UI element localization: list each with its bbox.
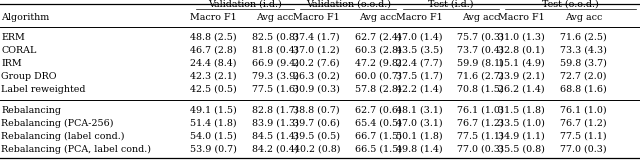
Text: IRM: IRM bbox=[1, 59, 22, 67]
Text: Macro F1: Macro F1 bbox=[294, 13, 340, 22]
Text: 37.4 (1.7): 37.4 (1.7) bbox=[294, 33, 340, 42]
Text: 76.7 (1.2): 76.7 (1.2) bbox=[458, 119, 504, 128]
Text: 77.5 (1.1): 77.5 (1.1) bbox=[458, 132, 504, 141]
Text: 48.8 (2.5): 48.8 (2.5) bbox=[190, 33, 236, 42]
Text: 49.1 (1.5): 49.1 (1.5) bbox=[189, 106, 237, 115]
Text: 42.2 (1.4): 42.2 (1.4) bbox=[396, 85, 442, 94]
Text: 46.7 (2.8): 46.7 (2.8) bbox=[190, 45, 236, 55]
Text: 22.4 (7.7): 22.4 (7.7) bbox=[396, 59, 442, 67]
Text: Macro F1: Macro F1 bbox=[499, 13, 545, 22]
Text: Group DRO: Group DRO bbox=[1, 72, 57, 81]
Text: 76.7 (1.2): 76.7 (1.2) bbox=[561, 119, 607, 128]
Text: 59.9 (8.1): 59.9 (8.1) bbox=[457, 59, 504, 67]
Text: Avg acc: Avg acc bbox=[565, 13, 602, 22]
Text: 84.5 (1.4): 84.5 (1.4) bbox=[252, 132, 298, 141]
Text: 73.3 (4.3): 73.3 (4.3) bbox=[560, 45, 607, 55]
Text: Rebalancing: Rebalancing bbox=[1, 106, 61, 115]
Text: Avg acc: Avg acc bbox=[462, 13, 499, 22]
Text: 32.8 (0.1): 32.8 (0.1) bbox=[499, 45, 545, 55]
Text: Rebalancing (PCA, label cond.): Rebalancing (PCA, label cond.) bbox=[1, 144, 151, 154]
Text: 71.6 (2.7): 71.6 (2.7) bbox=[458, 72, 504, 81]
Text: 60.0 (0.7): 60.0 (0.7) bbox=[355, 72, 401, 81]
Text: 34.9 (1.1): 34.9 (1.1) bbox=[498, 132, 545, 141]
Text: Validation (i.d.): Validation (i.d.) bbox=[208, 0, 282, 9]
Text: Algorithm: Algorithm bbox=[1, 13, 49, 22]
Text: 20.2 (7.6): 20.2 (7.6) bbox=[294, 59, 340, 67]
Text: 62.7 (2.4): 62.7 (2.4) bbox=[355, 33, 401, 42]
Text: 76.1 (1.0): 76.1 (1.0) bbox=[561, 106, 607, 115]
Text: 42.5 (0.5): 42.5 (0.5) bbox=[189, 85, 237, 94]
Text: 43.5 (3.5): 43.5 (3.5) bbox=[396, 45, 443, 55]
Text: 66.9 (9.4): 66.9 (9.4) bbox=[252, 59, 299, 67]
Text: 47.2 (9.8): 47.2 (9.8) bbox=[355, 59, 401, 67]
Text: 39.7 (0.6): 39.7 (0.6) bbox=[293, 119, 340, 128]
Text: ERM: ERM bbox=[1, 33, 25, 42]
Text: 62.7 (0.6): 62.7 (0.6) bbox=[355, 106, 402, 115]
Text: Test (i.d.): Test (i.d.) bbox=[428, 0, 474, 9]
Text: 26.2 (1.4): 26.2 (1.4) bbox=[499, 85, 545, 94]
Text: 82.5 (0.8): 82.5 (0.8) bbox=[252, 33, 298, 42]
Text: 60.3 (2.8): 60.3 (2.8) bbox=[355, 45, 402, 55]
Text: 50.1 (1.8): 50.1 (1.8) bbox=[396, 132, 442, 141]
Text: 51.4 (1.8): 51.4 (1.8) bbox=[190, 119, 236, 128]
Text: Rebalancing (label cond.): Rebalancing (label cond.) bbox=[1, 132, 125, 141]
Text: 37.0 (1.2): 37.0 (1.2) bbox=[294, 45, 340, 55]
Text: 72.7 (2.0): 72.7 (2.0) bbox=[561, 72, 607, 81]
Text: Label reweighted: Label reweighted bbox=[1, 85, 86, 94]
Text: 48.1 (3.1): 48.1 (3.1) bbox=[396, 106, 442, 115]
Text: 53.9 (0.7): 53.9 (0.7) bbox=[189, 145, 237, 154]
Text: 81.8 (0.4): 81.8 (0.4) bbox=[252, 45, 298, 55]
Text: 66.5 (1.5): 66.5 (1.5) bbox=[355, 145, 402, 154]
Text: Rebalancing (PCA-256): Rebalancing (PCA-256) bbox=[1, 119, 114, 128]
Text: 31.5 (1.8): 31.5 (1.8) bbox=[498, 106, 545, 115]
Text: Macro F1: Macro F1 bbox=[396, 13, 442, 22]
Text: 47.0 (3.1): 47.0 (3.1) bbox=[396, 119, 442, 128]
Text: 39.5 (0.5): 39.5 (0.5) bbox=[293, 132, 340, 141]
Text: Validation (o.o.d.): Validation (o.o.d.) bbox=[306, 0, 390, 9]
Text: 75.7 (0.3): 75.7 (0.3) bbox=[457, 33, 504, 42]
Text: 82.8 (1.7): 82.8 (1.7) bbox=[252, 106, 298, 115]
Text: 73.7 (0.4): 73.7 (0.4) bbox=[458, 45, 504, 55]
Text: 83.9 (1.3): 83.9 (1.3) bbox=[252, 119, 299, 128]
Text: CORAL: CORAL bbox=[1, 45, 36, 55]
Text: 38.8 (0.7): 38.8 (0.7) bbox=[294, 106, 340, 115]
Text: Macro F1: Macro F1 bbox=[190, 13, 236, 22]
Text: Test (o.o.d.): Test (o.o.d.) bbox=[542, 0, 598, 9]
Text: 26.3 (0.2): 26.3 (0.2) bbox=[293, 72, 340, 81]
Text: 37.5 (1.7): 37.5 (1.7) bbox=[396, 72, 443, 81]
Text: 77.0 (0.3): 77.0 (0.3) bbox=[458, 145, 504, 154]
Text: 24.4 (8.4): 24.4 (8.4) bbox=[190, 59, 236, 67]
Text: 70.8 (1.5): 70.8 (1.5) bbox=[458, 85, 504, 94]
Text: 31.0 (1.3): 31.0 (1.3) bbox=[498, 33, 545, 42]
Text: 84.2 (0.4): 84.2 (0.4) bbox=[252, 145, 298, 154]
Text: Avg acc: Avg acc bbox=[257, 13, 294, 22]
Text: 57.8 (2.8): 57.8 (2.8) bbox=[355, 85, 401, 94]
Text: 77.5 (1.6): 77.5 (1.6) bbox=[252, 85, 299, 94]
Text: 71.6 (2.5): 71.6 (2.5) bbox=[560, 33, 607, 42]
Text: Avg acc: Avg acc bbox=[360, 13, 397, 22]
Text: 30.9 (0.3): 30.9 (0.3) bbox=[293, 85, 340, 94]
Text: 35.5 (0.8): 35.5 (0.8) bbox=[498, 145, 545, 154]
Text: 40.2 (0.8): 40.2 (0.8) bbox=[294, 145, 340, 154]
Text: 65.4 (0.5): 65.4 (0.5) bbox=[355, 119, 402, 128]
Text: 66.7 (1.5): 66.7 (1.5) bbox=[355, 132, 402, 141]
Text: 76.1 (1.0): 76.1 (1.0) bbox=[458, 106, 504, 115]
Text: 59.8 (3.7): 59.8 (3.7) bbox=[560, 59, 607, 67]
Text: 42.3 (2.1): 42.3 (2.1) bbox=[190, 72, 236, 81]
Text: 77.0 (0.3): 77.0 (0.3) bbox=[561, 145, 607, 154]
Text: 49.8 (1.4): 49.8 (1.4) bbox=[396, 145, 442, 154]
Text: 47.0 (1.4): 47.0 (1.4) bbox=[396, 33, 442, 42]
Text: 79.3 (3.9): 79.3 (3.9) bbox=[252, 72, 299, 81]
Text: 77.5 (1.1): 77.5 (1.1) bbox=[561, 132, 607, 141]
Text: 15.1 (4.9): 15.1 (4.9) bbox=[498, 59, 545, 67]
Text: 54.0 (1.5): 54.0 (1.5) bbox=[189, 132, 237, 141]
Text: 33.5 (1.0): 33.5 (1.0) bbox=[498, 119, 545, 128]
Text: 23.9 (2.1): 23.9 (2.1) bbox=[498, 72, 545, 81]
Text: 68.8 (1.6): 68.8 (1.6) bbox=[560, 85, 607, 94]
